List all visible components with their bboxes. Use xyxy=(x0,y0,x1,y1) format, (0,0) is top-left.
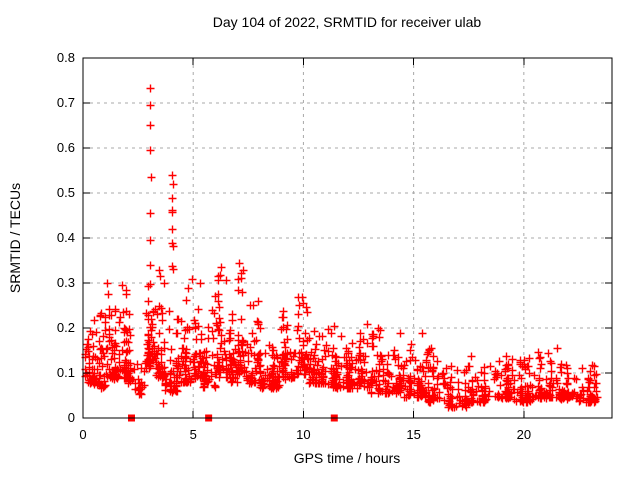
chart-title: Day 104 of 2022, SRMTID for receiver ula… xyxy=(213,14,482,30)
x-tick-label: 10 xyxy=(296,427,310,442)
y-tick-label: 0 xyxy=(68,410,75,425)
tick-labels: 0 5 10 15 20 0 0.1 0.2 0.3 0.4 0.5 0.6 0.7 0.8 xyxy=(57,50,531,442)
plot-border xyxy=(82,57,613,419)
x-tick-label: 0 xyxy=(79,427,86,442)
y-tick-label: 0.5 xyxy=(57,185,75,200)
x-tick-label: 20 xyxy=(517,427,531,442)
y-axis-label: SRMTID / TECUs xyxy=(7,183,23,293)
x-axis-label: GPS time / hours xyxy=(294,450,401,466)
data-point-markers xyxy=(81,84,602,412)
y-tick-label: 0.2 xyxy=(57,320,75,335)
y-tick-label: 0.4 xyxy=(57,230,75,245)
x-tick-label: 15 xyxy=(406,427,420,442)
y-tick-label: 0.3 xyxy=(57,275,75,290)
y-tick-label: 0.7 xyxy=(57,95,75,110)
data-points xyxy=(81,84,602,412)
y-tick-label: 0.1 xyxy=(57,365,75,380)
x-tick-label: 5 xyxy=(190,427,197,442)
y-tick-label: 0.8 xyxy=(57,50,75,65)
y-tick-label: 0.6 xyxy=(57,140,75,155)
